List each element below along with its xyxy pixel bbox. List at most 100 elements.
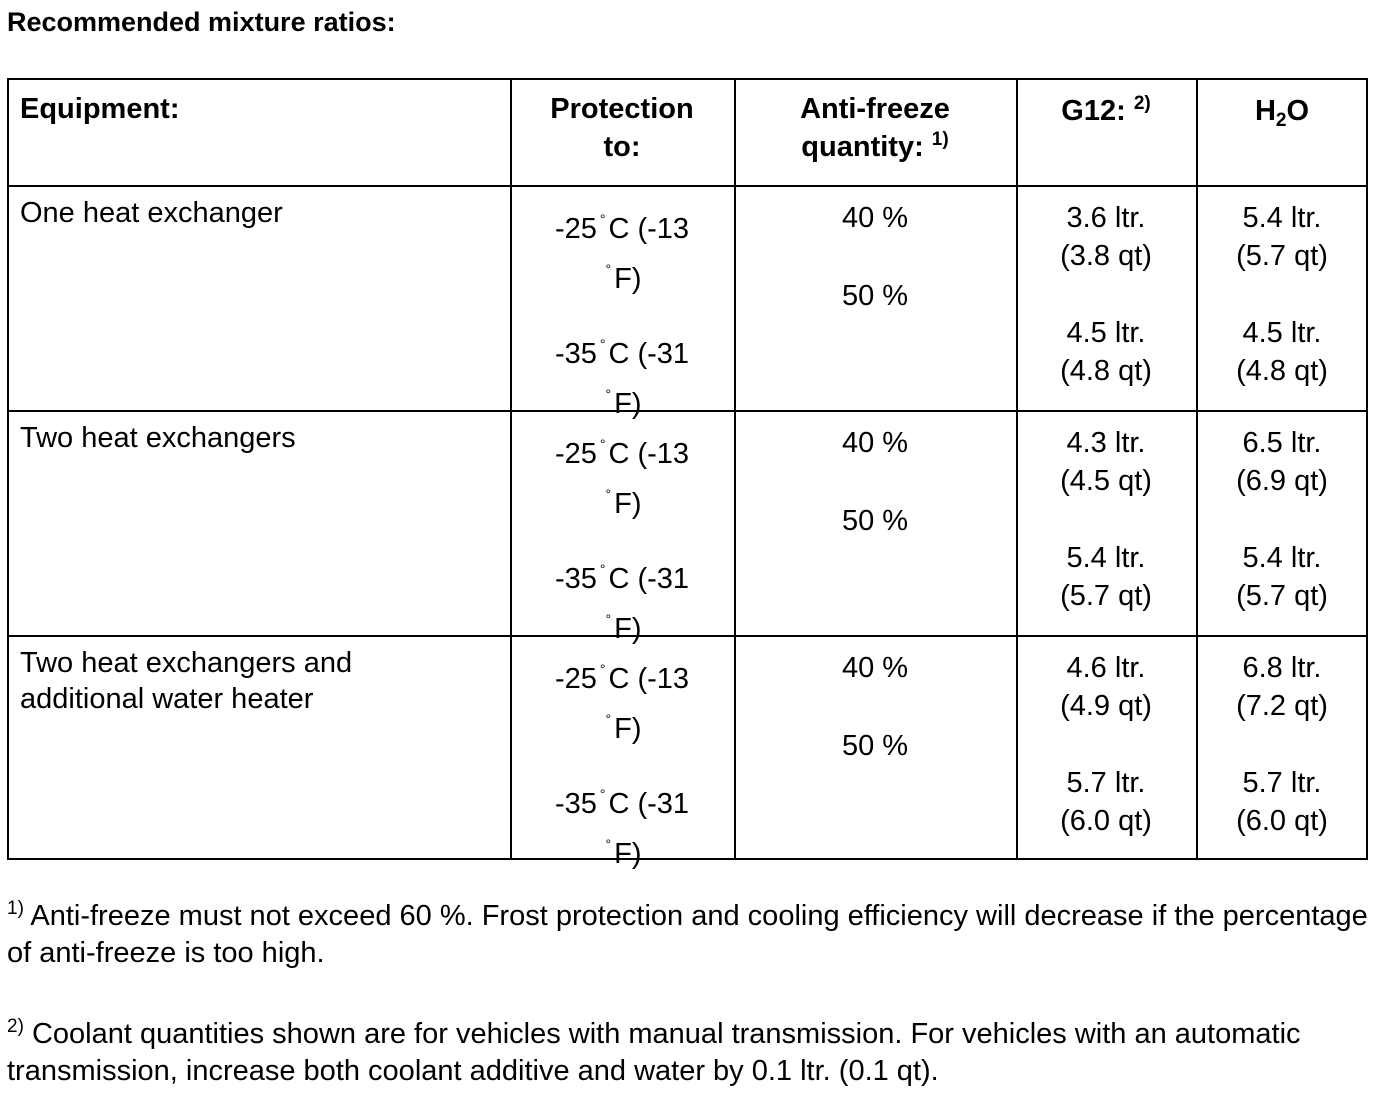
protection: C (-31 (608, 788, 690, 820)
header-equipment: Equipment: (20, 93, 180, 125)
g12: (5.7 qt) (1060, 580, 1152, 612)
protection: F) (614, 838, 642, 870)
cell-text: (4.5 qt) (1016, 462, 1196, 500)
degree: ° (605, 611, 612, 627)
header-water: O (1286, 95, 1310, 127)
degree: ° (605, 836, 612, 852)
g12: (3.8 qt) (1060, 240, 1152, 272)
g12: 4.5 ltr. (1066, 317, 1146, 349)
degree: ° (605, 386, 612, 402)
protection: -25 (554, 663, 597, 695)
cell-text: 50 % (734, 277, 1016, 315)
header-water: H (1254, 95, 1276, 127)
cell-text: (4.8 qt) (1196, 352, 1368, 390)
g12: 5.7 ltr. (1066, 767, 1146, 799)
antifreeze: 40 % (841, 202, 909, 234)
column-rule (1016, 78, 1018, 860)
cell-text: (4.9 qt) (1016, 687, 1196, 725)
g12: (6.0 qt) (1060, 805, 1152, 837)
cell-text: 4.5 ltr. (1016, 314, 1196, 352)
cell-text: -25 ° C (-13 ° F) (510, 199, 734, 299)
protection: F) (614, 263, 642, 295)
protection: F) (614, 613, 642, 645)
g12: 4.6 ltr. (1066, 652, 1146, 684)
cell-text: H2O (1196, 92, 1368, 130)
protection: C (-13 (608, 438, 690, 470)
g12: 5.4 ltr. (1066, 542, 1146, 574)
text (1126, 95, 1134, 127)
protection: -25 (554, 213, 597, 245)
water: (5.7 qt) (1236, 580, 1328, 612)
protection: -25 (554, 438, 597, 470)
cell-text: Anti-freeze quantity: 1) (734, 90, 1016, 166)
footnote-ref: 2) (1133, 93, 1151, 114)
water: (6.9 qt) (1236, 465, 1328, 497)
antifreeze: 40 % (841, 652, 909, 684)
cell-text: 5.7 ltr. (1016, 764, 1196, 802)
cell-text: (4.8 qt) (1016, 352, 1196, 390)
cell-text: 50 % (734, 502, 1016, 540)
degree: ° (599, 786, 606, 802)
cell-text: Protection to: (510, 90, 734, 166)
antifreeze: 40 % (841, 427, 909, 459)
cell-text: (7.2 qt) (1196, 687, 1368, 725)
cell-text: G12: 2) (1016, 92, 1196, 130)
degree: ° (605, 711, 612, 727)
water: 5.7 ltr. (1242, 767, 1322, 799)
g12: (4.5 qt) (1060, 465, 1152, 497)
row-rule (7, 635, 1368, 637)
cell-text: 40 % (734, 649, 1016, 687)
cell-text: -25 ° C (-13 ° F) (510, 424, 734, 524)
equipment: Two heat exchangers (20, 422, 296, 454)
footnote: 1) Anti-freeze must not exceed 60 %. Fro… (7, 898, 1377, 972)
protection: C (-31 (608, 338, 690, 370)
cell-text: (5.7 qt) (1196, 237, 1368, 275)
cell-text: 40 % (734, 199, 1016, 237)
cell-text: 5.4 ltr. (1016, 539, 1196, 577)
row-rule (7, 410, 1368, 412)
column-rule (1196, 78, 1198, 860)
water: 6.5 ltr. (1242, 427, 1322, 459)
table-border (7, 78, 1368, 860)
cell-text: (6.0 qt) (1016, 802, 1196, 840)
g12: (4.9 qt) (1060, 690, 1152, 722)
equipment: One heat exchanger (20, 197, 283, 229)
cell-text: 40 % (734, 424, 1016, 462)
degree: ° (605, 486, 612, 502)
protection: -35 (554, 788, 597, 820)
degree: ° (599, 336, 606, 352)
protection: C (-13 (608, 663, 690, 695)
cell-text: 4.3 ltr. (1016, 424, 1196, 462)
water: 5.4 ltr. (1242, 542, 1322, 574)
cell-text: 4.6 ltr. (1016, 649, 1196, 687)
cell-text: 5.7 ltr. (1196, 764, 1368, 802)
g12: 3.6 ltr. (1066, 202, 1146, 234)
cell-text: -35 ° C (-31 ° F) (510, 324, 734, 424)
protection: -35 (554, 563, 597, 595)
cell-text: (6.9 qt) (1196, 462, 1368, 500)
text (24, 1018, 32, 1050)
cell-text: (3.8 qt) (1016, 237, 1196, 275)
cell-text: -35 ° C (-31 ° F) (510, 549, 734, 649)
footnote-text: Anti-freeze must not exceed 60 %. Frost … (7, 900, 1368, 969)
water: (6.0 qt) (1236, 805, 1328, 837)
protection: F) (614, 388, 642, 420)
equipment: Two heat exchangers and additional water… (20, 647, 353, 715)
title: Recommended mixture ratios: (7, 7, 396, 37)
degree: ° (599, 211, 606, 227)
cell-text: 6.5 ltr. (1196, 424, 1368, 462)
footnote-ref: 1) (931, 129, 949, 150)
protection: -35 (554, 338, 597, 370)
header-antifreeze: Anti-freeze quantity: (800, 93, 950, 163)
degree: ° (599, 561, 606, 577)
column-rule (510, 78, 512, 860)
cell-text: 50 % (734, 727, 1016, 765)
protection: C (-31 (608, 563, 690, 595)
antifreeze: 50 % (841, 730, 909, 762)
header-g12: G12: (1061, 95, 1126, 127)
footnote-text: Coolant quantities shown are for vehicle… (7, 1018, 1301, 1087)
cell-text: 6.8 ltr. (1196, 649, 1368, 687)
protection: C (-13 (608, 213, 690, 245)
cell-text: -35 ° C (-31 ° F) (510, 774, 734, 874)
